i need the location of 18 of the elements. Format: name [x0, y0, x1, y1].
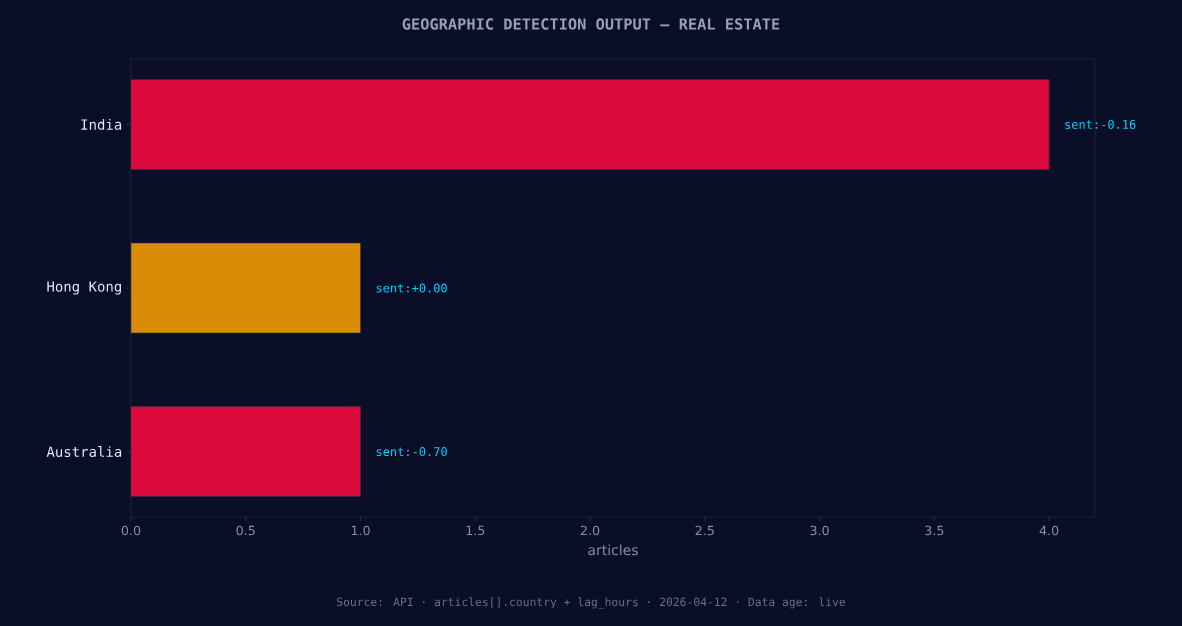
- x-tick-label: 1.5: [466, 525, 485, 536]
- x-tick-label: 0.5: [236, 525, 255, 536]
- y-tick-label: Australia: [46, 446, 122, 458]
- x-tick-label: 4.0: [1039, 525, 1059, 536]
- source-note: Source: API · articles[].country + lag_hours · 2026-04-12 · Data age: live: [337, 597, 846, 609]
- chart-title: GEOGRAPHIC DETECTION OUTPUT — REAL ESTATE: [402, 18, 780, 30]
- x-tick-label: 2.0: [580, 525, 600, 536]
- x-tick-label: 3.5: [925, 525, 944, 536]
- y-tick-label: Hong Kong: [47, 281, 121, 295]
- x-tick-label: 3.0: [810, 525, 829, 536]
- annotation: sent:+0.00: [376, 283, 447, 293]
- x-tick-label: 0.0: [121, 525, 141, 536]
- x-axis-title: articles: [588, 544, 638, 556]
- y-tick-label: India: [81, 119, 122, 130]
- x-tick-label: 1.0: [351, 525, 370, 536]
- annotation: sent:-0.70: [376, 447, 447, 457]
- annotation: sent:-0.16: [1065, 119, 1136, 129]
- x-tick-label: 2.5: [695, 525, 714, 536]
